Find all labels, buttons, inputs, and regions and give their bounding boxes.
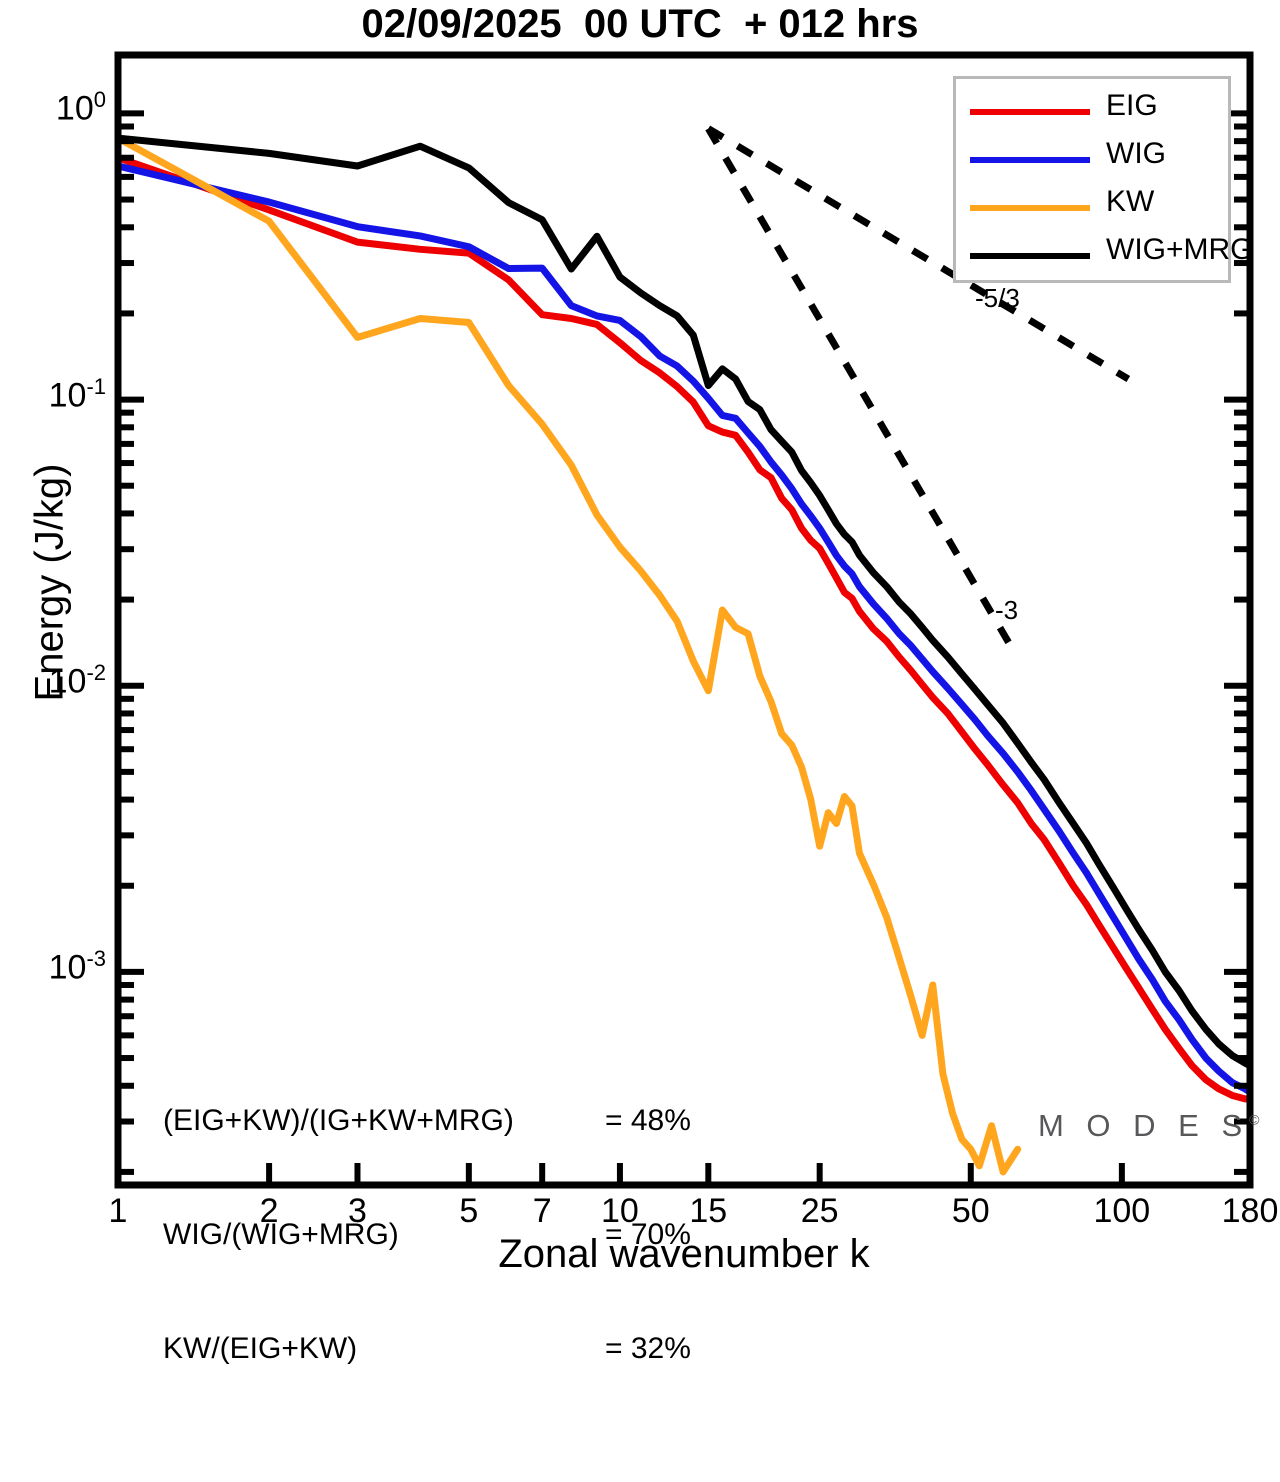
- legend-item-wig-mrg[interactable]: WIG+MRG: [956, 231, 1254, 279]
- chart-page: 02/09/2025 00 UTC + 012 hrs Energy (J/kg…: [0, 2, 1279, 1365]
- x-tick-label: 3: [348, 1192, 367, 1230]
- stat-label: WIG/(WIG+MRG): [163, 1218, 399, 1251]
- y-tick-base: 10: [48, 662, 87, 701]
- x-tick-label: 2: [259, 1192, 279, 1230]
- legend-label: KW: [1106, 185, 1155, 218]
- series-line-eig: [114, 154, 1254, 1103]
- x-tick-label: 100: [1093, 1192, 1151, 1230]
- chart-legend: EIG WIG KW WIG+MRG: [953, 76, 1254, 283]
- plot-area: [114, 51, 1254, 1189]
- y-tick-label: 100: [0, 87, 106, 128]
- y-tick-label: 10-3: [0, 946, 106, 987]
- x-tick-label: 1: [108, 1192, 128, 1230]
- series-group: [114, 134, 1254, 1176]
- modes-watermark: M O D E S©: [1038, 1108, 1259, 1144]
- series-line-kw: [114, 134, 1022, 1176]
- legend-swatch-line: [970, 109, 1090, 115]
- legend-item-kw[interactable]: KW: [956, 183, 1234, 231]
- legend-label: WIG: [1106, 137, 1166, 170]
- legend-item-eig[interactable]: EIG: [956, 87, 1234, 135]
- y-tick-label: 10-2: [0, 660, 106, 701]
- x-tick-label: 180: [1221, 1192, 1279, 1230]
- slope-label-minus-three: -3: [995, 595, 1019, 625]
- x-tick-label: 50: [951, 1192, 990, 1230]
- stat-row: (EIG+KW)/(IG+KW+MRG) = 48%: [163, 1102, 691, 1140]
- x-tick-label: 15: [689, 1192, 728, 1230]
- watermark-text: M O D E S: [1038, 1108, 1250, 1143]
- y-tick-exponent: -3: [86, 945, 106, 971]
- copyright-icon: ©: [1249, 1111, 1260, 1128]
- x-axis-label: Zonal wavenumber k: [498, 1232, 870, 1276]
- legend-swatch-line: [970, 157, 1090, 163]
- legend-label: EIG: [1106, 89, 1158, 122]
- stat-value: = 70%: [605, 1218, 691, 1251]
- legend-swatch-line: [970, 205, 1090, 211]
- y-tick-base: 10: [48, 948, 87, 987]
- stat-label: (EIG+KW)/(IG+KW+MRG): [163, 1104, 514, 1137]
- x-tick-label: 25: [800, 1192, 839, 1230]
- legend-swatch-line: [970, 253, 1090, 259]
- plot-frame: [114, 51, 1254, 1189]
- reference-line-five-thirds: [706, 125, 1131, 383]
- reference-lines-group: [705, 125, 1131, 648]
- stat-label: KW/(EIG+KW): [163, 1332, 358, 1365]
- x-tick-label: 7: [532, 1192, 552, 1230]
- legend-label: WIG+MRG: [1106, 233, 1254, 266]
- series-line-wig-mrg: [114, 134, 1254, 1070]
- legend-item-wig[interactable]: WIG: [956, 135, 1234, 183]
- stat-row: WIG/(WIG+MRG) = 70%: [163, 1216, 691, 1254]
- x-tick-label: 5: [459, 1192, 479, 1230]
- y-tick-exponent: 0: [93, 87, 106, 113]
- y-tick-base: 10: [55, 89, 94, 128]
- y-tick-exponent: -2: [86, 659, 106, 685]
- axes-frame: [114, 51, 1254, 1189]
- stat-value: = 48%: [605, 1104, 691, 1137]
- series-line-wig: [114, 162, 1254, 1096]
- chart-title: 02/09/2025 00 UTC + 012 hrs: [361, 2, 919, 46]
- slope-label-five-thirds: -5/3: [975, 283, 1020, 313]
- y-tick-label: 10-1: [0, 374, 106, 415]
- x-tick-label: 10: [601, 1192, 639, 1230]
- y-tick-base: 10: [48, 375, 87, 414]
- y-tick-exponent: -1: [86, 373, 106, 399]
- stat-row: KW/(EIG+KW) = 32%: [163, 1330, 691, 1368]
- stat-value: = 32%: [605, 1332, 691, 1365]
- statistics-block: (EIG+KW)/(IG+KW+MRG) = 48% WIG/(WIG+MRG)…: [163, 1026, 691, 1444]
